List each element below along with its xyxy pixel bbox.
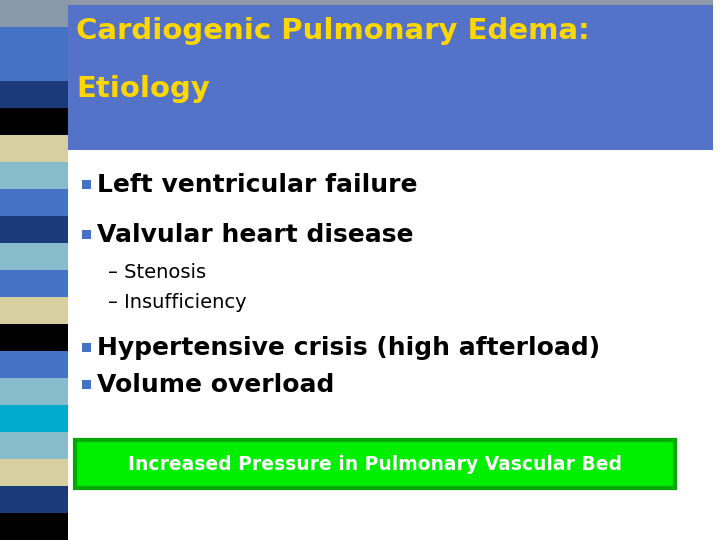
Bar <box>0 405 68 432</box>
Bar <box>0 189 68 216</box>
Bar <box>0 0 68 27</box>
Bar <box>68 0 713 5</box>
Text: Hypertensive crisis (high afterload): Hypertensive crisis (high afterload) <box>97 336 600 360</box>
Bar <box>0 108 68 135</box>
Text: Cardiogenic Pulmonary Edema:: Cardiogenic Pulmonary Edema: <box>76 17 590 45</box>
Bar <box>82 180 91 189</box>
Bar <box>0 162 68 189</box>
Text: – Insufficiency: – Insufficiency <box>108 293 247 312</box>
Bar <box>82 380 91 389</box>
Text: Left ventricular failure: Left ventricular failure <box>97 173 418 197</box>
Bar <box>0 378 68 405</box>
Bar <box>0 54 68 81</box>
Bar <box>0 81 68 108</box>
Bar <box>68 5 713 150</box>
Bar <box>0 432 68 459</box>
Bar <box>82 343 91 352</box>
Bar <box>0 27 68 54</box>
Bar <box>0 243 68 270</box>
Bar <box>82 230 91 239</box>
Bar <box>0 486 68 513</box>
Bar <box>0 297 68 324</box>
Bar <box>0 324 68 351</box>
Text: – Stenosis: – Stenosis <box>108 264 206 282</box>
Bar <box>0 270 68 297</box>
Bar <box>0 513 68 540</box>
Bar <box>0 459 68 486</box>
Text: Increased Pressure in Pulmonary Vascular Bed: Increased Pressure in Pulmonary Vascular… <box>128 455 622 474</box>
Text: Valvular heart disease: Valvular heart disease <box>97 223 413 247</box>
Text: Etiology: Etiology <box>76 75 210 103</box>
Bar <box>75 440 675 488</box>
Bar <box>0 135 68 162</box>
Text: Volume overload: Volume overload <box>97 373 334 397</box>
Bar <box>0 351 68 378</box>
Bar <box>0 216 68 243</box>
